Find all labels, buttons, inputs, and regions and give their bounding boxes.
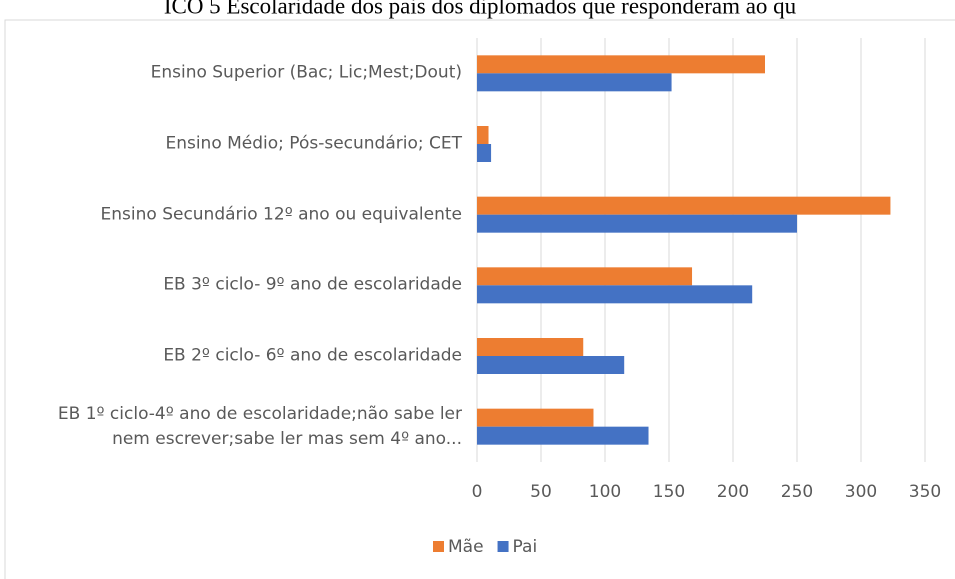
bar [477,214,797,233]
bar [477,338,584,356]
x-tick-label: 50 [530,482,552,502]
chart-frame [4,19,955,579]
legend-label: Pai [513,537,538,557]
legend-swatch [433,541,444,552]
bar [477,267,693,286]
x-tick-label: 150 [653,482,685,502]
bar [477,126,489,144]
legend-swatch [497,541,509,552]
bar [477,408,594,427]
y-tick-label: Ensino Superior (Bac; Lic;Mest;Dout) [150,62,462,83]
legend-label: Mãe [448,537,484,557]
chart-title: ICO 5 Escolaridade dos pais dos diplomad… [164,0,797,18]
bar [477,426,649,445]
bar [477,144,492,162]
x-tick-label: 100 [589,482,621,502]
bar [477,285,753,304]
bar [477,73,672,92]
x-tick-label: 200 [717,482,749,502]
y-tick-label: EB 1º ciclo-4º ano de escolaridade;não s… [57,403,462,449]
y-tick-label: EB 3º ciclo- 9º ano de escolaridade [163,274,462,295]
x-tick-label: 350 [909,482,941,502]
bar [477,196,891,215]
bar [477,356,625,374]
bar [477,55,765,74]
x-tick-label: 0 [472,482,483,502]
y-tick-label: EB 2º ciclo- 6º ano de escolaridade [163,345,462,366]
x-tick-label: 300 [845,482,877,502]
x-tick-label: 250 [781,482,813,502]
y-tick-label: Ensino Secundário 12º ano ou equivalente [100,204,462,225]
y-tick-label: Ensino Médio; Pós-secundário; CET [165,133,462,154]
